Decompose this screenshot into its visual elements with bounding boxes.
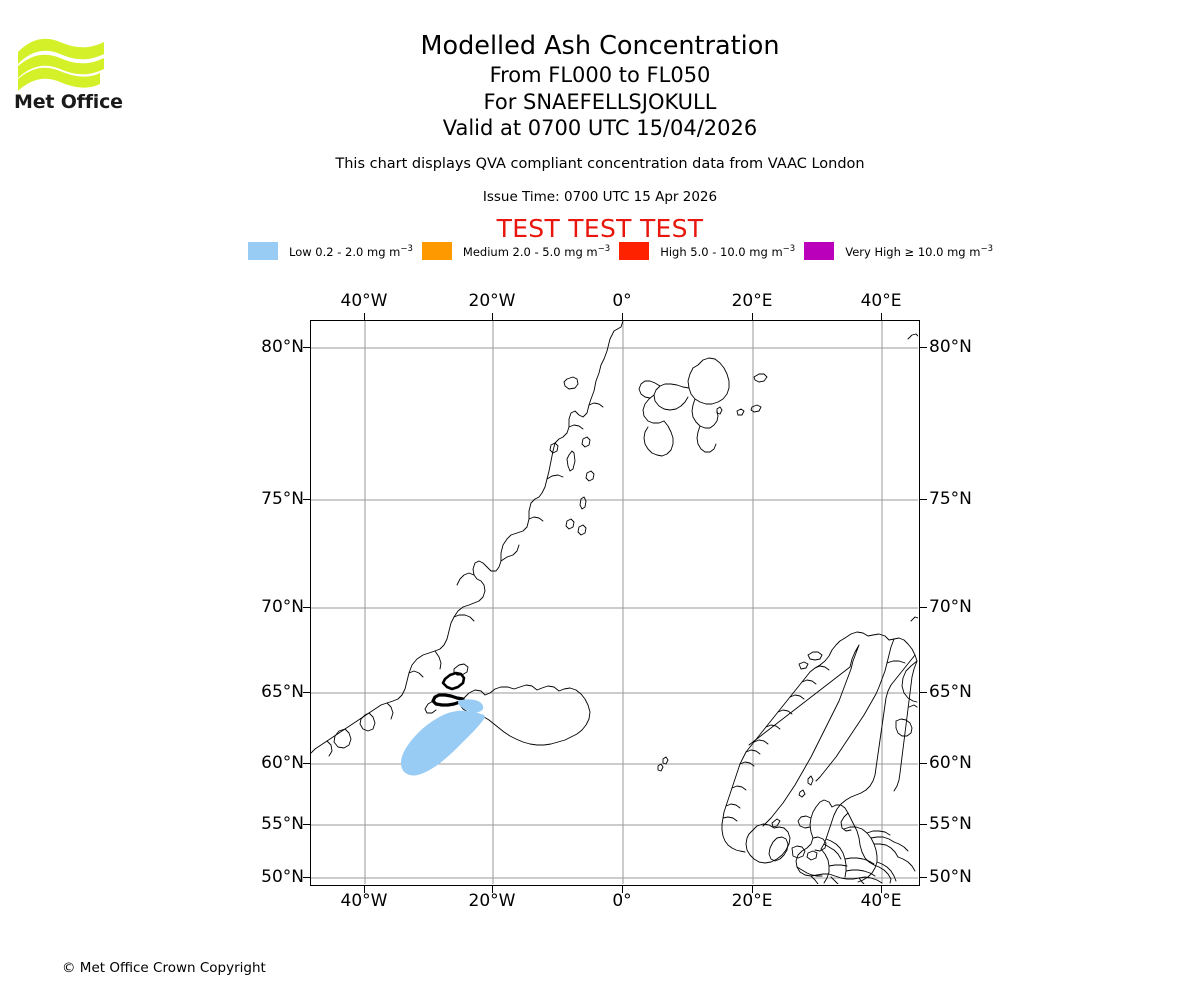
lat-tick-label-left-65°N: 65°N [261, 682, 304, 702]
title-line-3: For SNAEFELLSJOKULL [483, 89, 717, 114]
lat-tickmark-right-70°N [920, 607, 927, 608]
logo-wordmark: Met Office [14, 91, 123, 113]
legend-label-medium: Medium 2.0 - 5.0 mg m−3 [462, 243, 611, 259]
logo-wave-icon [18, 38, 104, 91]
legend-exponent-medium: −3 [597, 243, 611, 254]
legend-item-low: Low 0.2 - 2.0 mg m−3 [248, 242, 413, 260]
lon-tick-label-top-40°W: 40°W [340, 291, 388, 311]
lat-tick-label-left-80°N: 80°N [261, 337, 304, 357]
lat-tickmark-left-55°N [303, 824, 310, 825]
lat-tickmark-right-75°N [920, 499, 927, 500]
qva-note: This chart displays QVA compliant concen… [335, 156, 865, 172]
legend-swatch-high [619, 242, 650, 260]
lat-tick-label-right-70°N: 70°N [929, 597, 972, 617]
lat-tickmark-right-55°N [920, 824, 927, 825]
legend-label-low: Low 0.2 - 2.0 mg m−3 [289, 243, 413, 259]
map-graphics [311, 321, 918, 884]
lon-tickmark-bottom-0° [622, 886, 623, 893]
map-canvas [311, 321, 919, 885]
lat-tick-label-left-55°N: 55°N [261, 814, 304, 834]
legend-swatch-medium [421, 242, 452, 260]
lat-tick-label-left-50°N: 50°N [261, 867, 304, 887]
legend-swatch-low [248, 242, 278, 260]
legend-item-high: High 5.0 - 10.0 mg m−3 [619, 242, 795, 260]
lon-tickmark-bottom-40°W [364, 886, 365, 893]
title-line-2: From FL000 to FL050 [489, 63, 711, 87]
lon-tick-label-top-0°: 0° [612, 291, 632, 311]
lat-tickmark-left-60°N [303, 763, 310, 764]
legend-exponent-high: −3 [782, 243, 796, 254]
legend-label-very-high: Very High ≥ 10.0 mg m−3 [845, 243, 993, 259]
lat-tickmark-right-80°N [920, 347, 927, 348]
lat-tick-label-left-70°N: 70°N [261, 597, 304, 617]
lat-tick-label-right-75°N: 75°N [929, 489, 972, 509]
lon-tick-label-top-20°E: 20°E [731, 291, 773, 311]
lat-tickmark-left-75°N [303, 499, 310, 500]
test-watermark: TEST TEST TEST [496, 214, 704, 243]
lon-tickmark-top-40°E [881, 313, 882, 320]
issue-time: Issue Time: 0700 UTC 15 Apr 2026 [482, 189, 718, 205]
lon-tickmark-top-40°W [364, 313, 365, 320]
lon-tickmark-bottom-20°E [752, 886, 753, 893]
concentration-legend: Low 0.2 - 2.0 mg m−3 Medium 2.0 - 5.0 mg … [248, 241, 993, 261]
lat-tickmark-left-65°N [303, 692, 310, 693]
title-line-1: Modelled Ash Concentration [420, 31, 780, 61]
legend-exponent-very-high: −3 [980, 243, 993, 254]
map-coastlines [311, 321, 918, 884]
lon-tick-label-bottom-40°E: 40°E [860, 891, 902, 911]
lat-tickmark-right-65°N [920, 692, 927, 693]
lat-tickmark-left-50°N [303, 877, 310, 878]
chart-title-block: Modelled Ash Concentration From FL000 to… [0, 0, 1200, 142]
lon-tickmark-bottom-40°E [881, 886, 882, 893]
title-line-4: Valid at 0700 UTC 15/04/2026 [442, 116, 758, 140]
lat-tickmark-left-70°N [303, 607, 310, 608]
lon-tick-label-bottom-40°W: 40°W [340, 891, 388, 911]
map-plot-area [310, 320, 920, 886]
met-office-logo: Met Office [12, 22, 132, 113]
copyright-footer: © Met Office Crown Copyright [62, 960, 266, 976]
legend-exponent-low: −3 [400, 243, 413, 254]
lon-tick-label-bottom-20°W: 20°W [468, 891, 516, 911]
map-gridlines [311, 321, 918, 884]
lon-tick-label-top-20°W: 20°W [468, 291, 516, 311]
lon-tick-label-bottom-20°E: 20°E [731, 891, 773, 911]
legend-label-high: High 5.0 - 10.0 mg m−3 [660, 243, 796, 259]
legend-item-medium: Medium 2.0 - 5.0 mg m−3 [421, 242, 611, 260]
lat-tick-label-right-60°N: 60°N [929, 753, 972, 773]
lon-tick-label-bottom-0°: 0° [612, 891, 632, 911]
lat-tick-label-right-65°N: 65°N [929, 682, 972, 702]
legend-item-very-high: Very High ≥ 10.0 mg m−3 [804, 242, 993, 260]
ash-plume-low [401, 699, 485, 776]
legend-swatch-very-high [804, 242, 835, 260]
lat-tickmark-right-60°N [920, 763, 927, 764]
lat-tickmark-right-50°N [920, 877, 927, 878]
lat-tick-label-left-75°N: 75°N [261, 489, 304, 509]
lon-tickmark-top-20°W [492, 313, 493, 320]
lat-tick-label-right-55°N: 55°N [929, 814, 972, 834]
lat-tick-label-right-80°N: 80°N [929, 337, 972, 357]
lon-tick-label-top-40°E: 40°E [860, 291, 902, 311]
lon-tickmark-top-0° [622, 313, 623, 320]
lat-tick-label-left-60°N: 60°N [261, 753, 304, 773]
lat-tick-label-right-50°N: 50°N [929, 867, 972, 887]
lat-tickmark-left-80°N [303, 347, 310, 348]
lon-tickmark-top-20°E [752, 313, 753, 320]
lon-tickmark-bottom-20°W [492, 886, 493, 893]
